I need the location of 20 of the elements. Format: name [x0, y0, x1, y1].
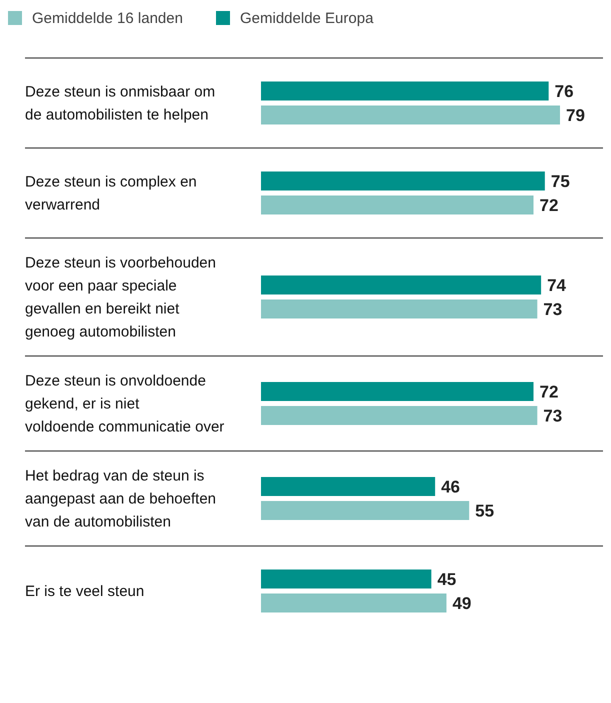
- y-tick-label: Deze steun is complex en verwarrend: [25, 174, 197, 214]
- data-label: 79: [566, 106, 585, 125]
- data-label: 72: [540, 196, 558, 215]
- data-label: 49: [452, 594, 472, 613]
- y-tick-label: Deze steun is onvoldoende gekend, er is niet voldoende communicatie over: [25, 372, 224, 436]
- y-tick-label: Deze steun is onmisbaar om de automobilisten te helpen: [25, 84, 216, 124]
- legend-label: Gemiddelde Europa: [240, 10, 374, 27]
- data-label: 76: [554, 82, 574, 101]
- data-label: 45: [437, 570, 456, 589]
- y-tick-label: Het bedrag van de steun is aangepast aan de behoeften van de automobilisten: [25, 468, 216, 530]
- y-tick-label: Er is te veel steun: [25, 583, 144, 600]
- data-label: 46: [441, 478, 460, 496]
- data-label: 75: [550, 172, 570, 191]
- data-label: 73: [543, 406, 562, 426]
- data-label: 74: [547, 276, 567, 295]
- data-label: 55: [475, 502, 494, 520]
- data-label: 73: [543, 300, 562, 319]
- data-label: 72: [540, 382, 558, 402]
- y-tick-label: Deze steun is voorbehouden voor een paar speciale gevallen en bereikt niet genoeg automobilisten: [25, 254, 216, 340]
- legend-label: Gemiddelde 16 landen: [32, 10, 183, 27]
